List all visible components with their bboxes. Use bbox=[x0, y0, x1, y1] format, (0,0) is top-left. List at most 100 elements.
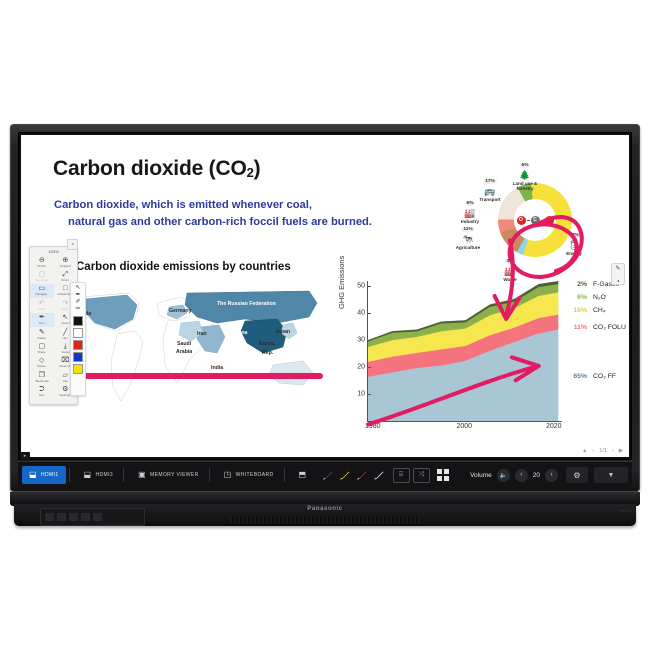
osd-pen-list[interactable] bbox=[320, 467, 387, 483]
menu-button[interactable] bbox=[69, 513, 78, 521]
color-swatch-3[interactable] bbox=[73, 352, 83, 362]
input-source-memory-viewer[interactable]: ▣ MEMORY VIEWER bbox=[131, 466, 206, 484]
color-swatch-0[interactable] bbox=[73, 316, 83, 326]
y-tickmark-40 bbox=[368, 313, 371, 315]
input-source-hdmi3[interactable]: ⬓ HDMI3 bbox=[77, 466, 121, 484]
y-tick-50: 50 bbox=[357, 282, 365, 290]
chassis-base: Panasonic bbox=[14, 504, 636, 526]
sector-pct-waste: 3% bbox=[504, 259, 516, 264]
white-pen-icon[interactable] bbox=[371, 467, 387, 483]
map-label-japan: Japan bbox=[275, 329, 290, 335]
page-navigation[interactable]: ▲ ‹ 1/1 › ▶ bbox=[582, 448, 623, 454]
mute-icon[interactable]: 🔈 bbox=[496, 468, 510, 482]
map-label-iran: Iran bbox=[197, 331, 207, 337]
palette-tool-exit[interactable]: ⮊ Exit bbox=[30, 385, 54, 399]
input-source-source-4[interactable]: ⬒ bbox=[292, 466, 314, 484]
palette-tool-file[interactable]: ▱ File bbox=[54, 370, 78, 384]
color-swatch-list[interactable] bbox=[73, 314, 83, 374]
input-button[interactable] bbox=[57, 513, 66, 521]
nav-prev-icon[interactable]: ‹ bbox=[592, 448, 595, 454]
osd-divider bbox=[123, 468, 125, 482]
collapse-bar-button[interactable]: ▼ bbox=[594, 467, 628, 483]
palette-collapse-tab[interactable]: ◂ bbox=[67, 239, 78, 250]
osd-control-bar[interactable]: ▸ ⬓ HDMI1 ⬓ HDMI3 ▣ MEMORY VIEWER ◳ WHITEBOARD ⬒… bbox=[18, 452, 632, 488]
sector-waste: 3% 🏭 Waste bbox=[488, 249, 532, 282]
osd-aux-button-0[interactable]: ⌸ bbox=[392, 467, 410, 483]
input-source-hdmi1[interactable]: ⬓ HDMI1 bbox=[22, 466, 66, 484]
map-label-china: China bbox=[233, 330, 248, 336]
sector-energy: 57% 🛢 Energy bbox=[552, 223, 596, 256]
apps-grid-button[interactable] bbox=[436, 469, 451, 482]
chart-y-axis-label: GHG Emissions bbox=[337, 255, 346, 309]
volume-control[interactable]: Volume 🔈 ‹ 20 › bbox=[470, 468, 558, 482]
shrink-icon: ⊖ bbox=[38, 256, 45, 264]
palette-tool-clear-all[interactable]: ⌧ Clear all bbox=[54, 356, 78, 370]
collapse-icon: ▼ bbox=[607, 471, 615, 479]
pen-strip-tool-2[interactable]: ✐ bbox=[75, 299, 81, 305]
palette-tool-stamp[interactable]: ⤓ Stamp bbox=[54, 341, 78, 355]
osd-expand-tab[interactable]: ▸ bbox=[20, 452, 30, 461]
ink-stripe-map bbox=[79, 373, 323, 379]
palette-tool-label: Line bbox=[62, 335, 69, 340]
world-map: nadaGermanyThe Russian FederationIranSau… bbox=[77, 279, 327, 409]
palette-tool-bookmark[interactable]: ❐ Bookmark bbox=[30, 370, 54, 384]
right-pen-tab[interactable]: ✎ ◂ bbox=[611, 263, 625, 285]
volume-down-button[interactable]: ‹ bbox=[514, 468, 528, 482]
legend-label-co-ff: CO₂ FF bbox=[593, 373, 617, 380]
osd-divider bbox=[208, 468, 210, 482]
map-label-rep: Rep. bbox=[262, 350, 274, 356]
palette-tool-marker[interactable]: ✎ Marker bbox=[30, 327, 54, 341]
blue-pen-icon[interactable] bbox=[320, 467, 336, 483]
pen-strip-tool-0[interactable]: ↖ bbox=[75, 285, 81, 291]
nav-up-icon[interactable]: ▲ bbox=[581, 448, 588, 454]
y-tickmark-20 bbox=[368, 367, 371, 369]
palette-tool-label: Marker bbox=[37, 335, 47, 340]
volume-up-button[interactable]: › bbox=[545, 468, 558, 482]
sector-name-land-use-forestry: Land use & forestry bbox=[512, 181, 538, 192]
palette-tool-settings[interactable]: ⚙ Settings bbox=[54, 385, 78, 399]
vol-down-button[interactable] bbox=[81, 513, 90, 521]
ghg-emissions-chart: GHG Emissions 10 20 30 40 50 1980 2000 2020 2%… bbox=[337, 256, 629, 447]
settings-button[interactable]: ⚙ bbox=[566, 467, 588, 483]
map-label-the-russian-federation: The Russian Federation bbox=[217, 301, 276, 307]
yellow-pen-icon[interactable] bbox=[337, 467, 353, 483]
red-pen-icon[interactable] bbox=[354, 467, 370, 483]
palette-tool-re-center[interactable]: ▢ Re-center bbox=[30, 269, 54, 283]
nav-last-icon[interactable]: ▶ bbox=[618, 448, 623, 454]
eraser-icon: ◇ bbox=[39, 357, 45, 365]
physical-control-panel[interactable] bbox=[40, 508, 145, 526]
palette-tool-zoom[interactable]: ⤢ Zoom bbox=[54, 269, 78, 283]
palette-tool-navigate[interactable]: ▭ Navigate bbox=[30, 283, 54, 299]
input-source-list[interactable]: ⬓ HDMI1 ⬓ HDMI3 ▣ MEMORY VIEWER ◳ WHITEBOARD ⬒ bbox=[18, 466, 314, 484]
palette-tool-eraser[interactable]: ◇ Eraser bbox=[30, 356, 54, 370]
pen-strip-tool-3[interactable]: ✑ bbox=[75, 306, 81, 312]
input-source-whiteboard[interactable]: ◳ WHITEBOARD bbox=[217, 466, 281, 484]
palette-tool-line[interactable]: ╱ Line bbox=[54, 327, 78, 341]
whiteboard-tool-palette[interactable]: ◂ 100% ⊖ Shrink ⊕ Expand ▢ Re-center ⤢ Zoom ▭ Nav… bbox=[29, 239, 78, 405]
color-swatch-2[interactable] bbox=[73, 340, 83, 350]
nav-next-icon[interactable]: › bbox=[611, 448, 614, 454]
power-button[interactable] bbox=[45, 513, 54, 521]
palette-tool-grid[interactable]: ⊖ Shrink ⊕ Expand ▢ Re-center ⤢ Zoom ▭ Navigate □ w… bbox=[30, 255, 77, 399]
palette-tool-expand[interactable]: ⊕ Expand bbox=[54, 255, 78, 269]
osd-aux-button-1[interactable]: ⤨ bbox=[412, 467, 430, 483]
palette-tool-shrink[interactable]: ⊖ Shrink bbox=[30, 255, 54, 269]
pen-color-strip[interactable]: ↖ ✒ ✐ ✑ bbox=[70, 282, 86, 396]
color-swatch-4[interactable] bbox=[73, 364, 83, 374]
map-heading: Carbon dioxide emissions by countries bbox=[76, 261, 291, 273]
title-text: Carbon dioxide (CO bbox=[53, 157, 247, 180]
pen-strip-tool-1[interactable]: ✒ bbox=[75, 292, 81, 298]
palette-tool-select[interactable]: ↖ Select bbox=[54, 313, 78, 327]
palette-tool-redo[interactable]: ↷ Redo bbox=[54, 298, 78, 312]
vol-up-button[interactable] bbox=[93, 513, 102, 521]
palette-tool-label: Expand bbox=[60, 263, 71, 268]
palette-tool-whiteboard[interactable]: □ whiteboard bbox=[54, 284, 78, 298]
palette-tool-pen[interactable]: ✒ Pen bbox=[30, 312, 54, 327]
palette-tool-shape[interactable]: ▢ Shape bbox=[30, 341, 54, 355]
pen-tool-list[interactable]: ↖ ✒ ✐ ✑ bbox=[75, 285, 80, 313]
file-icon: ▱ bbox=[62, 371, 68, 379]
chart-plot-area: 10 20 30 40 50 bbox=[357, 281, 563, 422]
palette-tool-undo[interactable]: ↶ Undo bbox=[30, 298, 54, 312]
osd-aux-buttons[interactable]: ⌸ ⤨ bbox=[392, 467, 430, 483]
color-swatch-1[interactable] bbox=[73, 328, 83, 338]
